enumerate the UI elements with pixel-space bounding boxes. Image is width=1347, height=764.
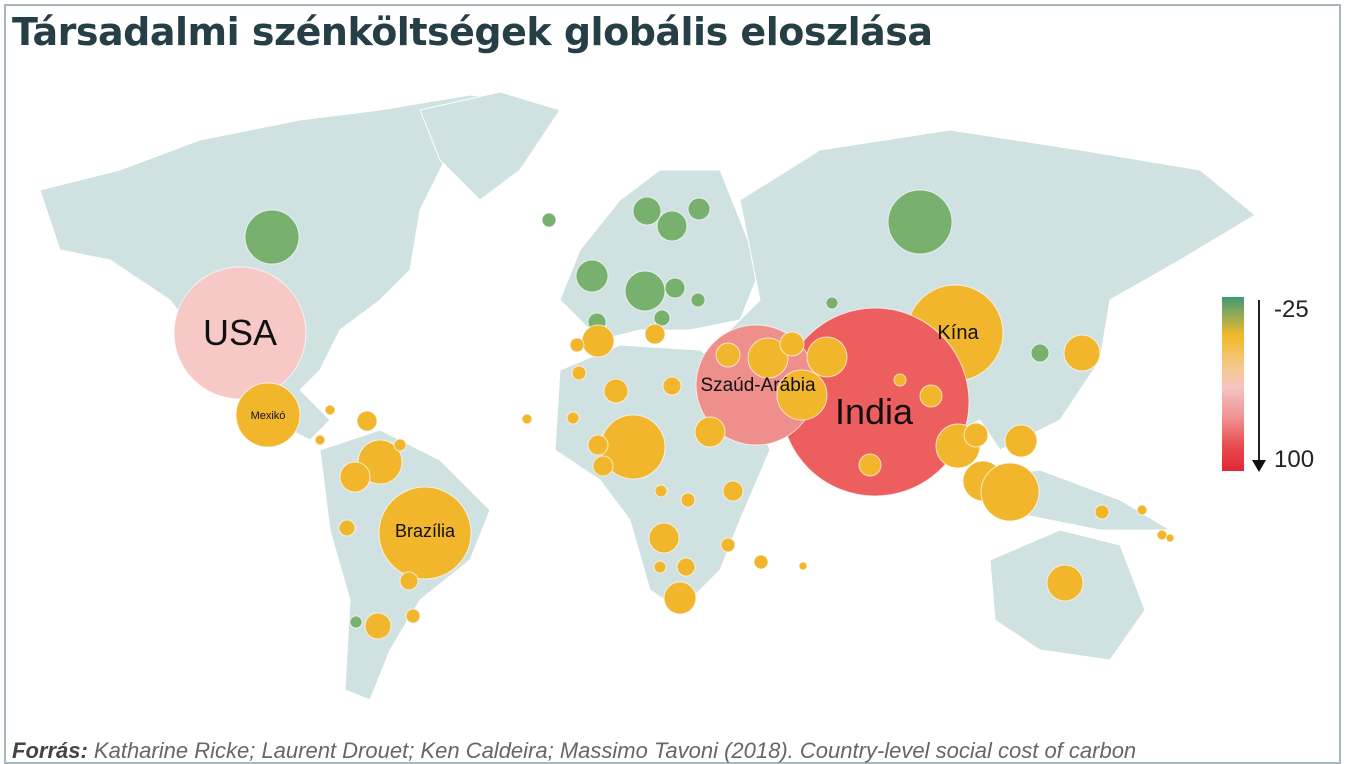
source-text: Katharine Ricke; Laurent Drouet; Ken Cal… — [93, 738, 1137, 763]
bubble-country[interactable] — [776, 369, 828, 421]
bubble-country[interactable] — [603, 378, 629, 404]
land-masses — [39, 91, 1256, 701]
bubble-country[interactable] — [722, 480, 744, 502]
source-prefix: Forrás: — [12, 738, 88, 763]
bubble-country[interactable] — [338, 519, 356, 537]
country-bubbles — [173, 189, 1175, 640]
bubble-country[interactable] — [676, 557, 696, 577]
bubble-country[interactable] — [571, 365, 587, 381]
bubble-country[interactable] — [806, 336, 848, 378]
bubble-country[interactable] — [687, 197, 711, 221]
label-brazil: Brazília — [395, 521, 456, 541]
bubble-country[interactable] — [662, 376, 682, 396]
bubble-country[interactable] — [825, 296, 839, 310]
label-usa: USA — [203, 312, 277, 353]
bubble-country[interactable] — [1165, 533, 1175, 543]
label-india: India — [835, 391, 914, 432]
bubble-country[interactable] — [364, 612, 392, 640]
bubble-country[interactable] — [632, 196, 662, 226]
bubble-country[interactable] — [1063, 334, 1101, 372]
bubble-country[interactable] — [715, 342, 741, 368]
bubble-country[interactable] — [690, 292, 706, 308]
bubble-country[interactable] — [893, 373, 907, 387]
legend-arrow — [1258, 300, 1260, 462]
bubble-country[interactable] — [349, 615, 363, 629]
bubble-country[interactable] — [592, 455, 614, 477]
bubble-country[interactable] — [587, 434, 609, 456]
land-greenland — [419, 91, 561, 201]
bubble-country[interactable] — [653, 560, 667, 574]
color-scale-bar — [1222, 297, 1244, 471]
bubble-country[interactable] — [566, 411, 580, 425]
bubble-country[interactable] — [654, 484, 668, 498]
bubble-russia[interactable] — [887, 189, 953, 255]
arrow-down-icon — [1252, 460, 1266, 472]
bubble-country[interactable] — [356, 410, 378, 432]
bubble-country[interactable] — [644, 323, 666, 345]
bubble-country[interactable] — [575, 259, 609, 293]
bubble-country[interactable] — [919, 384, 943, 408]
bubble-country[interactable] — [521, 413, 533, 425]
bubble-country[interactable] — [569, 337, 585, 353]
legend-min-label: -25 — [1274, 296, 1309, 323]
bubble-country[interactable] — [541, 212, 557, 228]
bubble-country[interactable] — [664, 277, 686, 299]
label-china: Kína — [937, 322, 979, 344]
bubble-country[interactable] — [963, 422, 989, 448]
bubble-country[interactable] — [656, 210, 688, 242]
bubble-mexico[interactable] — [235, 382, 301, 448]
bubble-country[interactable] — [779, 331, 805, 357]
bubble-country[interactable] — [324, 404, 336, 416]
bubble-country[interactable] — [980, 462, 1040, 522]
bubble-country[interactable] — [753, 554, 769, 570]
bubble-country[interactable] — [858, 453, 882, 477]
bubble-country[interactable] — [393, 438, 407, 452]
page-title: Társadalmi szénköltségek globális eloszl… — [12, 10, 933, 54]
legend-max-label: 100 — [1274, 446, 1315, 473]
bubble-country[interactable] — [314, 434, 326, 446]
label-mexico: Mexikó — [251, 410, 286, 422]
bubble-country[interactable] — [1156, 529, 1168, 541]
label-saudi: Szaúd-Arábia — [700, 375, 816, 396]
bubble-country[interactable] — [399, 571, 419, 591]
bubble-country[interactable] — [798, 561, 808, 571]
bubble-country[interactable] — [680, 492, 696, 508]
bubble-canada[interactable] — [244, 209, 300, 265]
bubble-country[interactable] — [624, 270, 666, 312]
bubble-country[interactable] — [1030, 343, 1050, 363]
country-labels: USA Mexikó Brazília Szaúd-Arábia India Kína — [203, 312, 979, 541]
bubble-country[interactable] — [663, 581, 697, 615]
source-footer: Forrás: Katharine Ricke; Laurent Drouet;… — [12, 738, 1136, 764]
bubble-country[interactable] — [1136, 504, 1148, 516]
bubble-country[interactable] — [405, 608, 421, 624]
bubble-country[interactable] — [1094, 504, 1110, 520]
bubble-country[interactable] — [648, 522, 680, 554]
bubble-country[interactable] — [720, 537, 736, 553]
bubble-country[interactable] — [747, 337, 789, 379]
bubble-country[interactable] — [694, 416, 726, 448]
bubble-country[interactable] — [653, 309, 671, 327]
bubble-country[interactable] — [1004, 424, 1038, 458]
bubble-country[interactable] — [339, 461, 371, 493]
bubble-country[interactable] — [1046, 564, 1084, 602]
bubble-country[interactable] — [581, 324, 615, 358]
bubble-brazil[interactable] — [378, 486, 472, 580]
